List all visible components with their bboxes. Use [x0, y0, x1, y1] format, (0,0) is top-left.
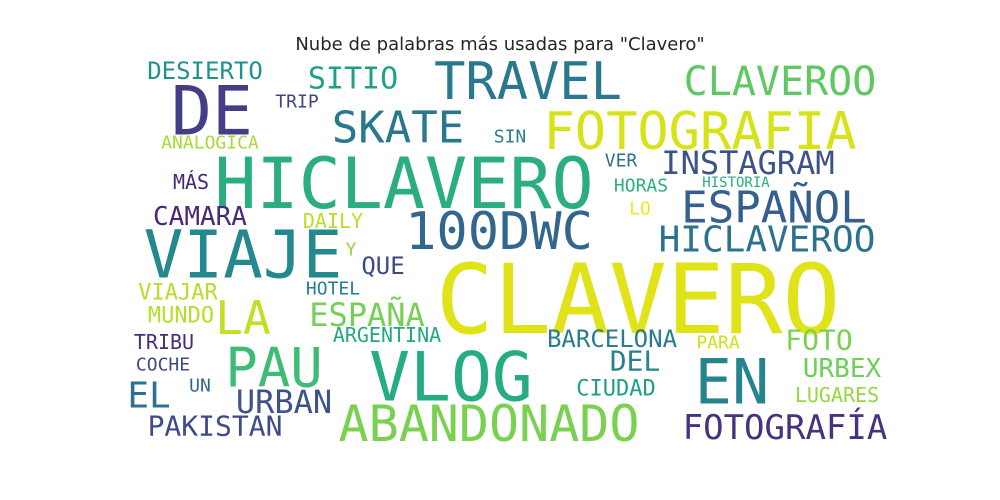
- word-skate: SKATE: [332, 103, 464, 154]
- word-tribu: TRIBU: [134, 330, 194, 354]
- word-urbex: URBEX: [803, 354, 882, 384]
- word-hiclavero: HICLAVERO: [214, 143, 593, 225]
- word-clavero: CLAVERO: [436, 244, 841, 356]
- word-foto: FOTO: [785, 324, 852, 357]
- word-lo: LO: [629, 199, 651, 220]
- word-ciudad: CIUDAD: [576, 377, 655, 402]
- word-para: PARA: [696, 333, 740, 354]
- word-viajar: VIAJAR: [138, 281, 218, 306]
- word-sin: SIN: [494, 127, 527, 148]
- word-un: UN: [189, 376, 211, 397]
- word-de: DE: [171, 73, 253, 152]
- word-historia: HISTORIA: [702, 175, 770, 191]
- word-español: ESPAÑOL: [681, 182, 866, 234]
- word-camara: CAMARA: [153, 202, 247, 232]
- word-barcelona: BARCELONA: [547, 325, 678, 353]
- word-trip: TRIP: [275, 92, 319, 113]
- word-hiclaveroo: HICLAVEROO: [659, 220, 876, 261]
- word-vlog: VLOG: [369, 339, 533, 418]
- word-horas: HORAS: [614, 176, 668, 197]
- word-travel: TRAVEL: [434, 52, 622, 112]
- word-daily: DAILY: [303, 209, 363, 233]
- word-en: EN: [695, 346, 770, 419]
- word-hotel: HOTEL: [306, 279, 360, 300]
- word-pakistan: PAKISTAN: [148, 410, 283, 443]
- word-sitio: SITIO: [308, 62, 398, 97]
- word-que: QUE: [361, 252, 404, 280]
- word-abandonado: ABANDONADO: [338, 395, 639, 453]
- word-ver: VER: [605, 151, 638, 172]
- word-del: DEL: [610, 345, 661, 378]
- word-urban: URBAN: [236, 383, 332, 421]
- word-pau: PAU: [225, 337, 323, 400]
- word-más: MÁS: [173, 170, 209, 194]
- word-viaje: VIAJE: [144, 217, 343, 294]
- chart-title: Nube de palabras más usadas para "Claver…: [295, 34, 705, 55]
- word-argentina: ARGENTINA: [333, 323, 441, 347]
- word-mundo: MUNDO: [148, 304, 214, 329]
- word-fotografia: FOTOGRAFIA: [543, 102, 856, 162]
- word-fotografía: FOTOGRAFÍA: [683, 407, 888, 448]
- word-lugares: LUGARES: [795, 383, 879, 407]
- word-y: Y: [346, 240, 357, 261]
- word-coche: COCHE: [136, 355, 190, 376]
- word-claveroo: CLAVEROO: [684, 59, 877, 105]
- word-españa: ESPAÑA: [309, 296, 425, 334]
- word-analogica: ANALOGICA: [161, 133, 259, 154]
- word-el: EL: [127, 376, 170, 417]
- word-instagram: INSTAGRAM: [661, 144, 834, 182]
- word-la: LA: [215, 291, 270, 345]
- word-100dwc: 100DWC: [405, 202, 593, 262]
- word-desierto: DESIERTO: [147, 57, 263, 85]
